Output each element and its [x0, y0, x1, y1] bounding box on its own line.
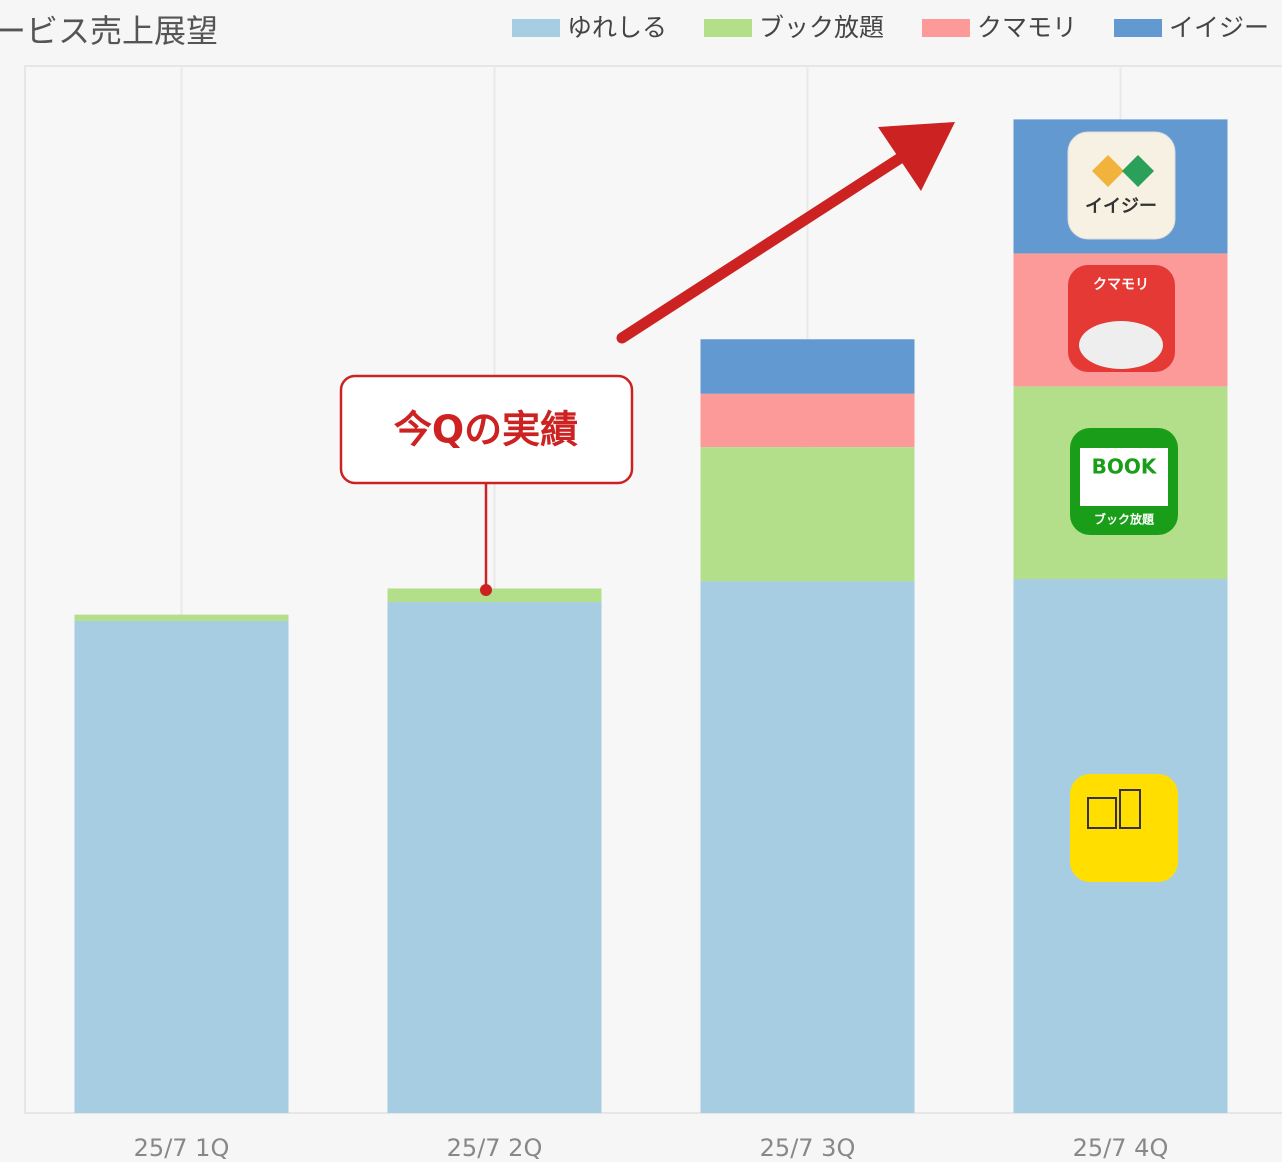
icon-shape — [1122, 155, 1154, 187]
x-tick-label: 25/7 1Q — [134, 1134, 230, 1162]
x-tick-label: 25/7 3Q — [760, 1134, 856, 1162]
legend-swatch — [922, 19, 970, 37]
icon-label: イイジー — [1085, 196, 1157, 217]
icon-book: BOOK ブック放題 — [1070, 428, 1178, 535]
legend-label: クマモリ — [977, 13, 1077, 42]
legend-label: ブック放題 — [759, 13, 884, 42]
legend-swatch — [704, 19, 752, 37]
icon-easy: イイジー — [1067, 131, 1176, 240]
callout-text: 今Qの実績 — [394, 408, 578, 452]
icon-shape — [1080, 448, 1168, 506]
bar-segment — [74, 620, 289, 1113]
callout-box — [339, 374, 634, 485]
bar-segment — [700, 393, 915, 448]
icon-shape — [1092, 155, 1124, 187]
trend-arrow — [616, 149, 911, 344]
x-axis: 25/7 1Q 25/7 2Q 25/7 3Q 25/7 4Q — [134, 1134, 1169, 1162]
bar-segment — [74, 614, 289, 621]
icon-label: ブック放題 — [1094, 512, 1155, 527]
legend: ゆれしる ブック放題 クマモリ イイジー — [512, 13, 1269, 42]
icon-yureshiru — [1070, 774, 1178, 882]
bar-segment — [387, 602, 602, 1113]
legend-label: イイジー — [1169, 13, 1269, 42]
arrow-head — [878, 122, 955, 191]
legend-swatch — [1114, 19, 1162, 37]
icon-label: BOOK — [1092, 455, 1158, 479]
x-tick-label: 25/7 4Q — [1073, 1134, 1169, 1162]
icon-bg — [1067, 131, 1176, 240]
x-tick-label: 25/7 2Q — [447, 1134, 543, 1162]
bar-segment — [700, 581, 915, 1113]
icon-shape — [1079, 321, 1163, 369]
icon-shape — [1087, 797, 1117, 829]
icon-kumamori: クマモリ — [1068, 265, 1175, 372]
bar-segment — [387, 588, 602, 603]
legend-swatch — [512, 19, 560, 37]
bar-segment — [700, 447, 915, 582]
icon-shape — [1119, 789, 1141, 829]
chart-title: ービス売上展望 — [0, 12, 218, 50]
callout-dot — [480, 584, 492, 596]
icon-label: クマモリ — [1093, 277, 1149, 293]
legend-label: ゆれしる — [567, 13, 667, 42]
bar-segment — [700, 339, 915, 394]
